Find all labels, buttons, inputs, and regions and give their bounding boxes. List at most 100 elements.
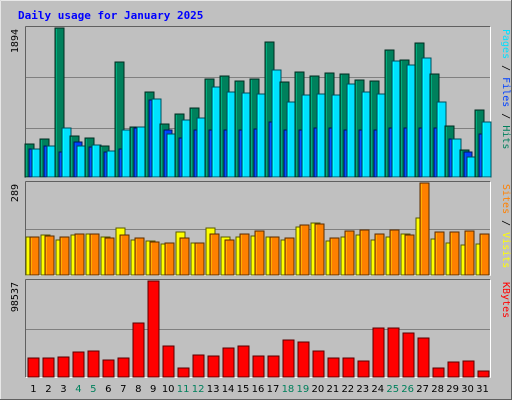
bar-sites-day-11 — [179, 237, 190, 276]
day-label-2: 2 — [45, 384, 51, 395]
day-label-22: 22 — [341, 384, 354, 395]
legend-pages: Pages — [500, 29, 511, 59]
bar-kbytes-day-29 — [447, 361, 460, 378]
day-label-23: 23 — [356, 384, 369, 395]
day-label-5: 5 — [90, 384, 96, 395]
bar-sites-day-28 — [434, 231, 445, 276]
day-label-24: 24 — [371, 384, 384, 395]
day-label-19: 19 — [297, 384, 310, 395]
panel-legend: KBytes — [500, 282, 511, 318]
bar-sites-day-23 — [359, 229, 370, 276]
bar-kbytes-day-18 — [282, 339, 295, 378]
bar-kbytes-day-26 — [402, 332, 415, 378]
day-label-13: 13 — [207, 384, 220, 395]
day-label-27: 27 — [416, 384, 429, 395]
bar-sites-day-15 — [239, 233, 250, 276]
day-label-31: 31 — [476, 384, 489, 395]
bar-kbytes-day-4 — [72, 351, 85, 378]
bar-sites-day-9 — [149, 241, 160, 276]
bar-kbytes-day-3 — [57, 356, 70, 378]
bar-sites-day-12 — [194, 242, 205, 276]
panel-max-label: 289 — [10, 184, 21, 202]
day-label-17: 17 — [267, 384, 280, 395]
day-label-1: 1 — [30, 384, 36, 395]
bar-kbytes-day-9 — [147, 280, 160, 378]
bars-bottom — [27, 280, 490, 378]
bar-sites-day-24 — [374, 233, 385, 276]
bar-sites-day-21 — [329, 237, 340, 276]
bar-kbytes-day-13 — [207, 355, 220, 378]
bar-kbytes-day-17 — [267, 355, 280, 378]
bar-sites-day-31 — [479, 233, 490, 276]
legend-separator: / — [500, 107, 511, 125]
legend-separator: / — [500, 59, 511, 77]
day-label-28: 28 — [431, 384, 444, 395]
bar-sites-day-26 — [404, 234, 415, 276]
day-label-29: 29 — [446, 384, 459, 395]
bar-sites-day-22 — [344, 230, 355, 276]
legend-kbytes: KBytes — [500, 282, 511, 318]
bar-kbytes-day-6 — [102, 359, 115, 378]
bar-kbytes-day-5 — [87, 350, 100, 378]
bar-sites-day-10 — [164, 242, 175, 276]
legend-sites: Sites — [500, 184, 511, 214]
legend-hits: Hits — [500, 125, 511, 149]
bar-kbytes-day-12 — [192, 354, 205, 378]
bar-kbytes-day-10 — [162, 345, 175, 378]
bar-sites-day-7 — [119, 234, 130, 276]
bar-kbytes-day-20 — [312, 350, 325, 378]
bar-sites-day-2 — [44, 235, 55, 276]
bar-kbytes-day-16 — [252, 355, 265, 378]
bar-sites-day-1 — [29, 236, 40, 276]
bar-sites-day-18 — [284, 237, 295, 276]
bar-kbytes-day-11 — [177, 367, 190, 378]
bar-sites-day-25 — [389, 229, 400, 276]
day-label-12: 12 — [192, 384, 205, 395]
bar-kbytes-day-8 — [132, 322, 145, 378]
bar-kbytes-day-28 — [432, 367, 445, 378]
bar-pages-day-31 — [481, 121, 492, 178]
bar-sites-day-3 — [59, 236, 70, 276]
day-label-3: 3 — [60, 384, 66, 395]
panel-legend: Pages / Files / Hits — [500, 29, 511, 149]
bars-middle — [25, 182, 490, 276]
day-label-4: 4 — [75, 384, 81, 395]
bar-kbytes-day-23 — [357, 360, 370, 378]
bar-sites-day-20 — [314, 223, 325, 276]
bar-sites-day-6 — [104, 237, 115, 276]
bar-kbytes-day-25 — [387, 327, 400, 378]
bar-kbytes-day-24 — [372, 327, 385, 378]
bars-top — [24, 27, 492, 178]
panel-max-label: 1894 — [10, 29, 21, 53]
bar-kbytes-day-15 — [237, 345, 250, 378]
day-label-11: 11 — [177, 384, 190, 395]
bar-sites-day-30 — [464, 230, 475, 276]
bar-sites-day-16 — [254, 230, 265, 276]
bar-sites-day-4 — [74, 233, 85, 276]
legend-separator: / — [500, 214, 511, 232]
chart-panels: 1894 Pages / Files / Hits 289 Sites / Visit… — [10, 26, 511, 378]
bar-kbytes-day-30 — [462, 360, 475, 378]
day-label-14: 14 — [222, 384, 235, 395]
bar-sites-day-29 — [449, 231, 460, 276]
panel-middle: 289 Sites / Visits — [10, 181, 511, 276]
day-label-15: 15 — [237, 384, 250, 395]
bar-sites-day-8 — [134, 237, 145, 276]
legend-files: Files — [500, 77, 511, 107]
day-labels: 1 2 3 4 5 6 7 8 9 10 11 12 13 14 15 16 17 18 19 20 21 22 23 24 2… — [30, 384, 489, 395]
bar-kbytes-day-7 — [117, 357, 130, 378]
bar-kbytes-day-27 — [417, 337, 430, 378]
day-label-20: 20 — [312, 384, 325, 395]
bar-sites-day-13 — [209, 233, 220, 276]
day-label-21: 21 — [326, 384, 339, 395]
day-label-26: 26 — [401, 384, 414, 395]
bar-sites-day-14 — [224, 239, 235, 276]
day-label-30: 30 — [461, 384, 474, 395]
panel-top: 1894 Pages / Files / Hits — [10, 26, 511, 178]
bar-kbytes-day-21 — [327, 357, 340, 378]
bar-kbytes-day-22 — [342, 357, 355, 378]
bar-kbytes-day-2 — [42, 357, 55, 378]
day-label-10: 10 — [162, 384, 175, 395]
day-label-7: 7 — [120, 384, 126, 395]
bar-sites-day-27 — [419, 182, 430, 276]
